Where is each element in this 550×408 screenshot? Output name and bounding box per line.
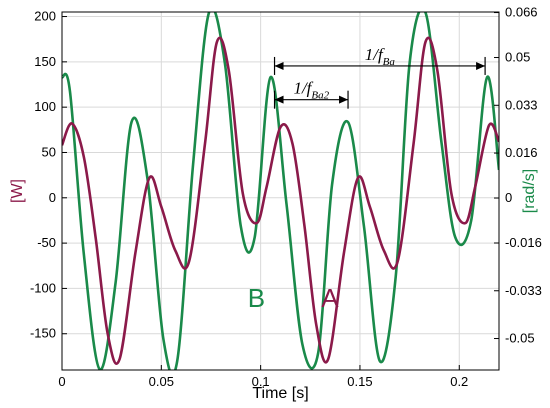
period-ba2-annotation-right-head (339, 95, 349, 104)
period-ba2-annotation-label: 1/fBa2 (293, 79, 329, 102)
y-left-tick-label: 0 (49, 190, 56, 205)
annotation-layer: 1/fBa 1/fBa2 (273, 45, 486, 109)
series-a-tag: A (321, 283, 339, 313)
period-ba2-annotation-left-head (274, 95, 284, 104)
plot-frame (61, 11, 500, 371)
series-b-line (62, 12, 499, 370)
series-a-line (62, 36, 499, 366)
y-right-tick-label: 0 (505, 190, 512, 205)
y-right-tick-label: 0.033 (505, 97, 538, 112)
period-ba-annotation-right-head (476, 61, 486, 70)
x-tick-label: 0.1 (252, 374, 270, 389)
y-right-tick-label: 0.05 (505, 50, 530, 65)
grid (61, 12, 499, 370)
y-right-tick-label: 0.016 (505, 145, 538, 160)
y-left-tick-label: 50 (42, 144, 56, 159)
y-left-tick-label: -50 (37, 235, 56, 250)
x-tick-label: 0 (58, 374, 65, 389)
y-left-tick-label: 200 (34, 9, 56, 24)
period-ba-annotation-left-head (274, 61, 284, 70)
series-layer (62, 12, 499, 370)
x-tick-label: 0.2 (450, 374, 468, 389)
y-left-tick-label: 150 (34, 54, 56, 69)
y-axis-right-label: [rad/s] (521, 169, 538, 213)
tick-layer: 0 0.05 0.1 0.15 0.2 200 150 100 50 0 -50 -100 -150 0.… (30, 5, 542, 389)
period-ba-annotation-label: 1/fBa (365, 45, 396, 68)
x-tick-label: 0.05 (149, 374, 174, 389)
x-tick-label: 0.15 (347, 374, 372, 389)
y-axis-left-label: [W] (9, 179, 26, 203)
x-axis-label: Time [s] (252, 385, 308, 402)
y-right-tick-label: -0.05 (505, 331, 535, 346)
y-right-tick-label: 0.066 (505, 5, 538, 20)
y-left-tick-label: -150 (30, 326, 56, 341)
series-b-tag: B (248, 283, 265, 313)
y-right-tick-label: -0.033 (505, 283, 542, 298)
y-left-tick-label: -100 (30, 280, 56, 295)
y-right-tick-label: -0.016 (505, 235, 542, 250)
y-left-tick-label: 100 (34, 99, 56, 114)
